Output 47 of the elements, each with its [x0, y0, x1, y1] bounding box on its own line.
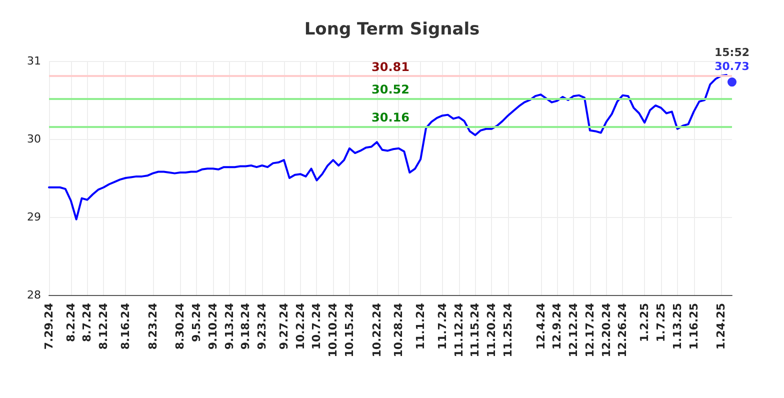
x-tick-label: 11.1.24: [414, 302, 428, 350]
x-tick-label: 10.10.24: [326, 302, 340, 358]
x-tick-label: 9.10.24: [206, 302, 220, 350]
x-tick-label: 9.5.24: [190, 302, 204, 342]
x-tick-label: 10.2.24: [294, 302, 307, 350]
ref-line-label: 30.16: [372, 110, 410, 125]
x-tick-label: 12.12.24: [567, 302, 580, 358]
x-tick-label: 9.23.24: [256, 302, 269, 350]
x-tick-label: 12.26.24: [616, 302, 630, 358]
x-tick-label: 12.20.24: [600, 302, 613, 358]
x-tick-label: 11.20.24: [485, 302, 498, 358]
x-tick-label: 7.29.24: [42, 302, 56, 350]
x-tick-label: 1.16.25: [687, 303, 700, 350]
x-tick-label: 8.30.24: [174, 302, 187, 350]
x-tick-label: 11.25.24: [501, 302, 514, 358]
x-tick-label: 10.28.24: [392, 302, 406, 358]
x-tick-label: 9.13.24: [222, 302, 236, 350]
x-tick-label: 9.18.24: [239, 302, 252, 350]
data-label: 30.73: [714, 60, 750, 74]
y-tick-label: 30: [27, 132, 41, 146]
x-tick-label: 1.13.25: [670, 303, 684, 350]
line-series: [48, 74, 728, 220]
chart-title: Long Term Signals: [304, 20, 480, 40]
x-tick-label: 1.2.25: [638, 303, 652, 342]
x-tick-label: 12.4.24: [534, 302, 548, 350]
x-tick-label: 12.17.24: [583, 302, 596, 358]
x-tick-label: 10.15.24: [343, 302, 356, 358]
ref-line-label: 30.52: [372, 82, 410, 96]
x-tick-label: 10.22.24: [370, 302, 384, 358]
x-tick-label: 8.12.24: [97, 302, 110, 350]
y-tick-label: 31: [27, 54, 41, 68]
y-tick-label: 28: [27, 288, 41, 302]
text: 15:52: [714, 46, 750, 60]
x-tick-label: 1.24.25: [714, 303, 728, 350]
x-tick-label: 9.27.24: [277, 302, 290, 350]
x-tick-label: 12.9.24: [550, 302, 564, 350]
ref-line-label: 30.81: [372, 60, 410, 74]
x-tick-label: 10.7.24: [310, 302, 324, 350]
x-tick-label: 8.23.24: [146, 302, 160, 350]
x-tick-label: 1.7.25: [654, 303, 668, 342]
x-tick-label: 8.16.24: [118, 302, 132, 350]
x-tick-label: 11.12.24: [452, 302, 466, 358]
x-tick-label: 11.7.24: [436, 302, 449, 350]
y-tick-label: 29: [27, 210, 41, 224]
x-tick-label: 8.7.24: [80, 302, 94, 342]
x-tick-label: 8.2.24: [64, 302, 78, 342]
x-tick-label: 11.15.24: [468, 302, 482, 358]
